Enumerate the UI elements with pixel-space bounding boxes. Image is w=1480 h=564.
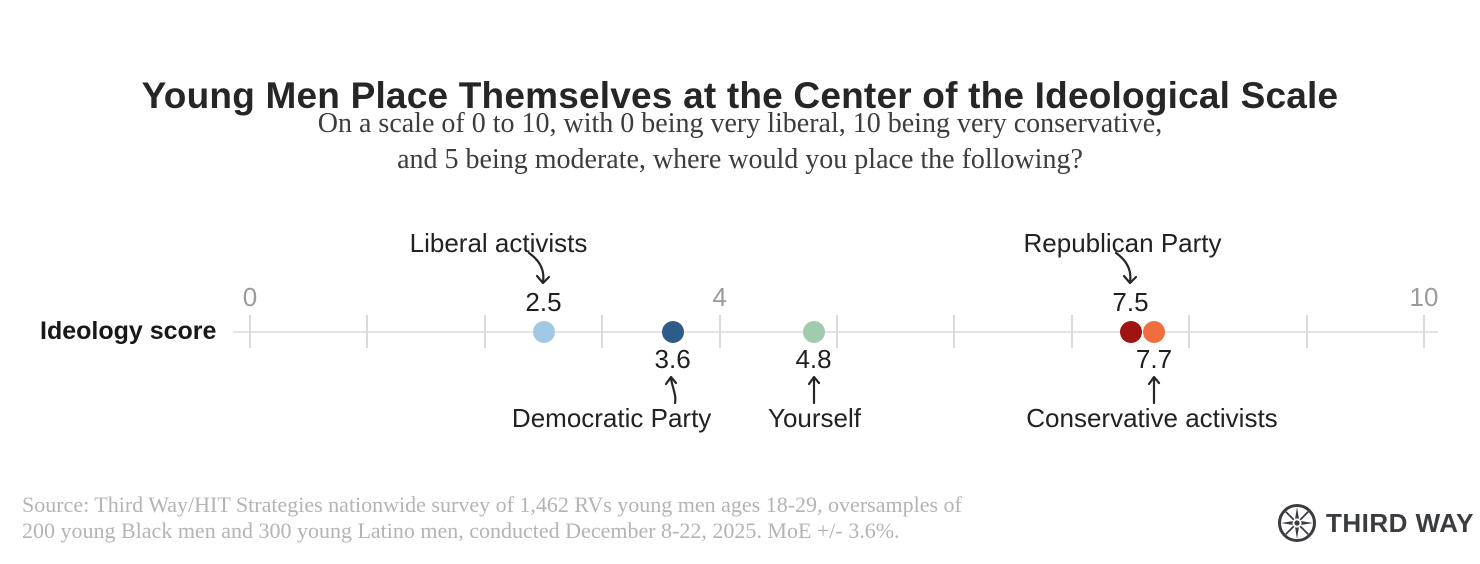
annotation-label: Liberal activists [409,228,588,258]
axis-tick [249,315,251,348]
axis-tick [483,315,486,348]
dot-plot: Ideology score 0 4 10 2.5 Liberal activists 3… [0,218,1480,450]
source-note: Source: Third Way/HIT Strategies nationw… [22,492,962,544]
annotation-arrow [1147,375,1161,405]
value-label: 7.7 [1135,344,1173,374]
axis-tick [1423,315,1425,348]
annotation-label: Yourself [768,403,862,433]
axis-tick [1188,315,1191,348]
axis-tick [601,315,604,348]
compass-star-icon [1278,504,1316,542]
logo-text: THIRD WAY [1326,507,1474,538]
axis-tick [366,315,369,348]
axis-tick-label: 4 [712,282,727,312]
axis-tick-label: 10 [1409,282,1439,312]
third-way-logo: THIRD WAY [1276,502,1474,544]
row-label: Ideology score [40,317,217,345]
annotation-arrow [527,251,550,285]
dot-democratic-party [661,321,684,343]
value-label: 7.5 [1112,287,1149,317]
annotation-arrow [664,375,677,405]
dot-conservative-activists [1142,321,1165,343]
value-label: 4.8 [795,344,832,374]
chart-subtitle: On a scale of 0 to 10, with 0 being very… [0,106,1480,178]
chart-subtitle-line1: On a scale of 0 to 10, with 0 being very… [317,108,1163,139]
source-note-line2: 200 young Black men and 300 young Latino… [22,518,900,543]
axis-tick [718,315,721,348]
dot-republican-party [1119,321,1142,343]
axis-tick [836,315,838,348]
dot-yourself [802,321,825,343]
axis-tick [953,315,956,348]
annotation-label: Republican Party [1023,228,1222,258]
axis-tick-label: 0 [242,282,258,312]
annotation-label: Democratic Party [511,403,712,433]
axis-tick [1070,315,1073,348]
source-note-line1: Source: Third Way/HIT Strategies nationw… [22,492,962,517]
dot-liberal-activists [532,321,555,343]
value-label: 2.5 [525,287,562,317]
annotation-arrow [1114,251,1137,285]
chart-subtitle-line2: and 5 being moderate, where would you pl… [397,144,1083,175]
chart-title: Young Men Place Themselves at the Center… [141,74,1339,116]
annotation-arrow [807,375,820,405]
annotation-label: Conservative activists [1026,403,1278,433]
axis-tick [1305,315,1308,348]
x-axis-line [233,331,1438,333]
value-label: 3.6 [654,344,691,374]
